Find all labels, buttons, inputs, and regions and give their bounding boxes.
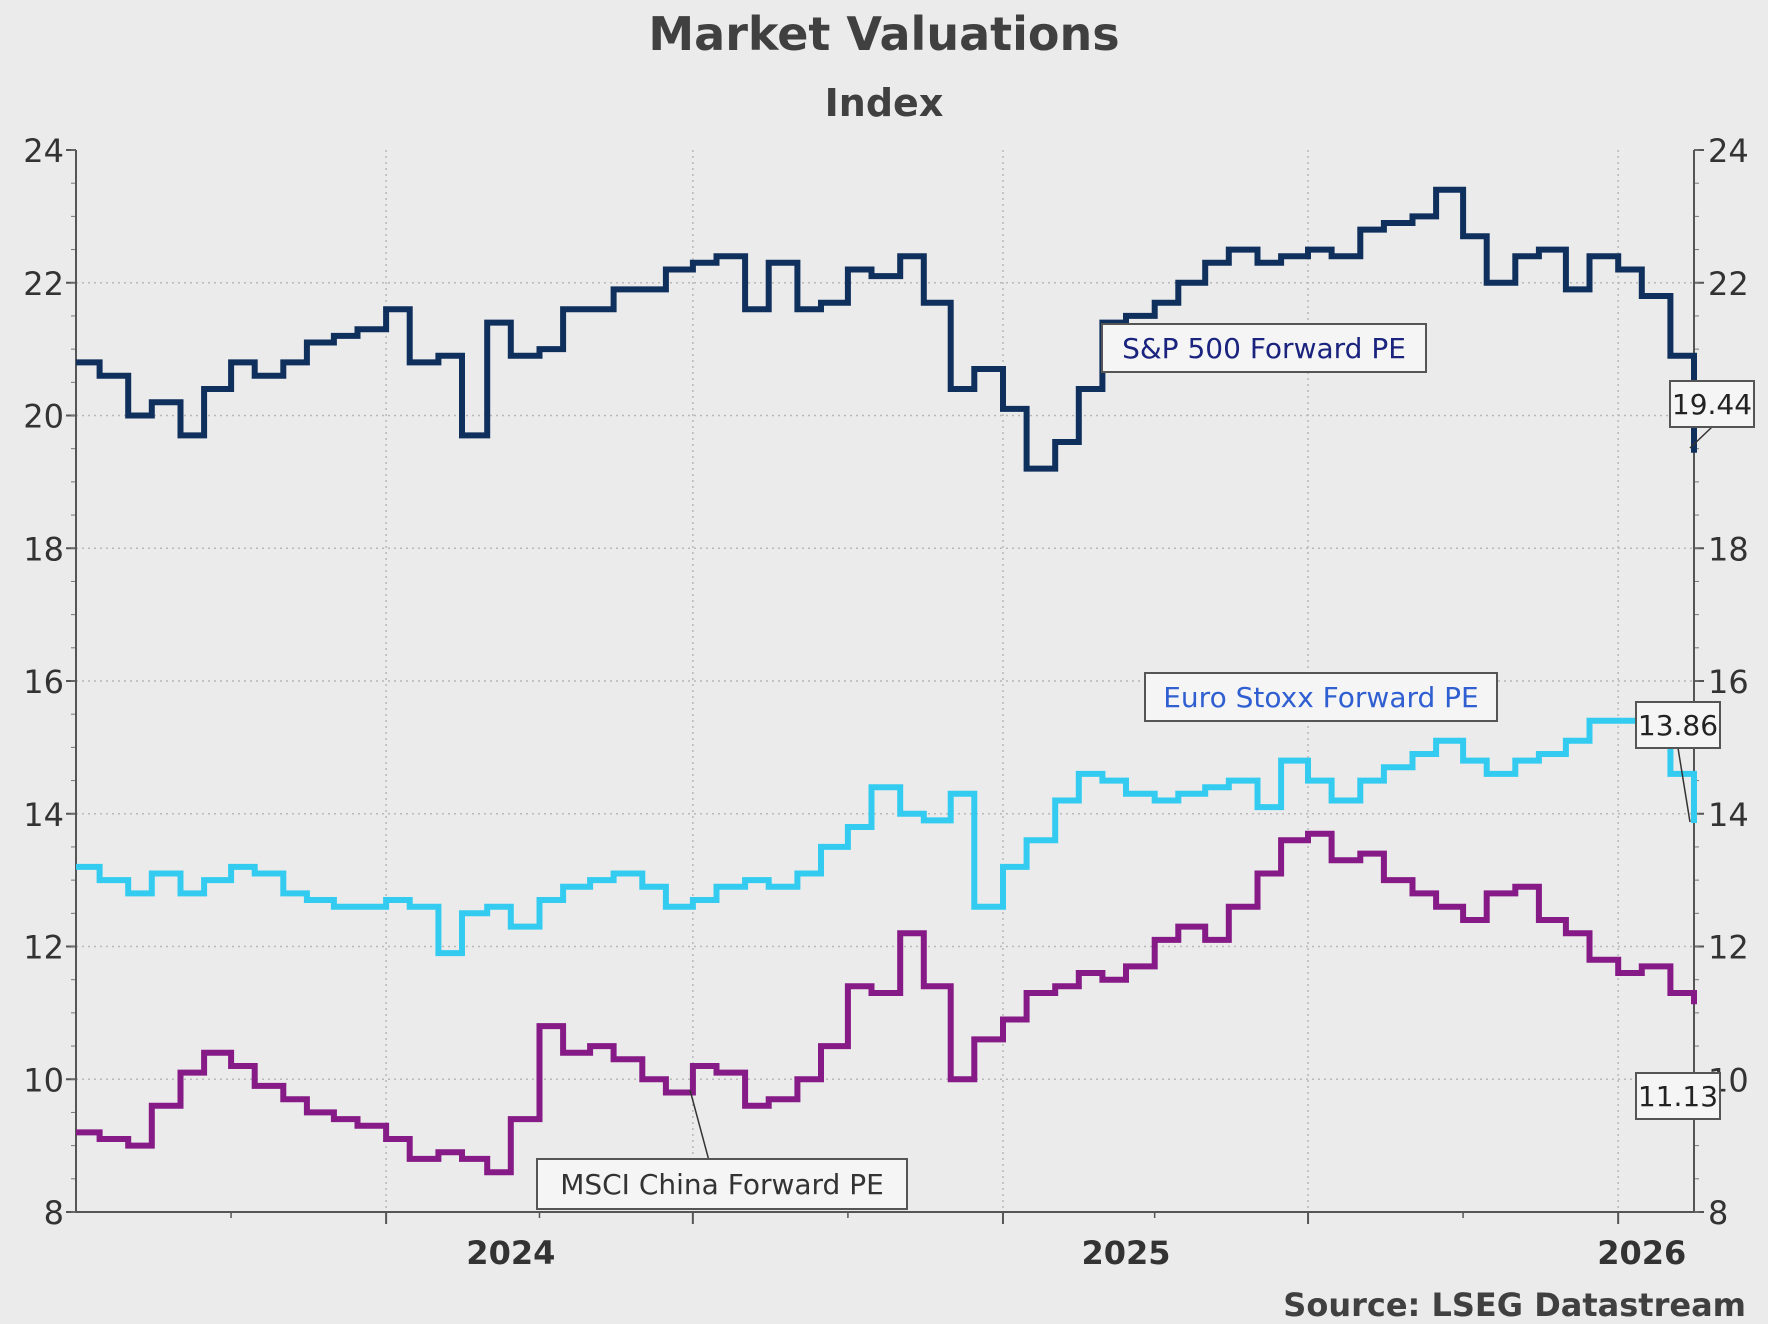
series-name-eurostoxx-text: Euro Stoxx Forward PE (1163, 681, 1479, 714)
series-name-sp500-box (1101, 323, 1427, 373)
chart-title: Market Valuations (648, 7, 1119, 61)
y-tick-label-right: 8 (1708, 1194, 1728, 1232)
y-tick-label-left: 8 (44, 1194, 64, 1232)
x-tick-label: 2026 (1597, 1234, 1686, 1272)
last-value-sp500-leader (1689, 426, 1713, 449)
series-name-sp500-text: S&P 500 Forward PE (1122, 332, 1406, 365)
y-tick-label-left: 14 (23, 796, 64, 834)
y-tick-label-left: 24 (23, 132, 64, 170)
series-name-eurostoxx: Euro Stoxx Forward PE (1144, 672, 1498, 722)
last-value-sp500-box (1669, 380, 1755, 428)
y-tick-label-right: 16 (1708, 663, 1749, 701)
series-name-eurostoxx-box (1144, 672, 1498, 722)
series-line-2 (76, 830, 1697, 1176)
y-tick-label-left: 12 (23, 929, 64, 967)
series-line-0 (76, 186, 1697, 472)
y-tick-label-left: 20 (23, 398, 64, 436)
series-name-msci-china-box (536, 1158, 908, 1210)
last-value-eurostoxx-text: 13.86 (1638, 709, 1718, 742)
y-tick-label-left: 22 (23, 265, 64, 303)
y-tick-label-right: 12 (1708, 929, 1749, 967)
last-value-msci-china-text: 11.13 (1638, 1080, 1718, 1113)
y-tick-label-left: 18 (23, 530, 64, 568)
series-name-sp500: S&P 500 Forward PE (1101, 323, 1427, 373)
series-lines (76, 186, 1697, 1176)
last-value-eurostoxx-box (1635, 701, 1721, 749)
y-tick-label-right: 24 (1708, 132, 1749, 170)
annotations: S&P 500 Forward PE Euro Stoxx Forward PE M… (536, 323, 1755, 1210)
last-value-msci-china: 11.13 (1635, 1072, 1721, 1120)
series-line-1 (76, 711, 1697, 957)
axes: 8810101212141416161818202022222424202420… (23, 132, 1748, 1272)
chart-subtitle: Index (825, 81, 944, 125)
x-tick-label: 2025 (1081, 1234, 1170, 1272)
series-name-msci-china: MSCI China Forward PE (536, 1089, 908, 1210)
series-name-msci-china-text: MSCI China Forward PE (560, 1168, 884, 1201)
last-value-sp500: 19.44 (1669, 380, 1755, 449)
y-tick-label-right: 18 (1708, 530, 1749, 568)
last-value-sp500-text: 19.44 (1672, 388, 1752, 421)
source-note: Source: LSEG Datastream (1283, 1286, 1746, 1324)
y-tick-label-right: 14 (1708, 796, 1749, 834)
last-value-eurostoxx-leader (1677, 747, 1691, 823)
y-tick-label-right: 22 (1708, 265, 1749, 303)
x-tick-label: 2024 (466, 1234, 555, 1272)
y-tick-label-left: 16 (23, 663, 64, 701)
y-tick-label-left: 10 (23, 1061, 64, 1099)
last-value-eurostoxx: 13.86 (1635, 701, 1721, 823)
last-value-msci-china-box (1635, 1072, 1721, 1120)
